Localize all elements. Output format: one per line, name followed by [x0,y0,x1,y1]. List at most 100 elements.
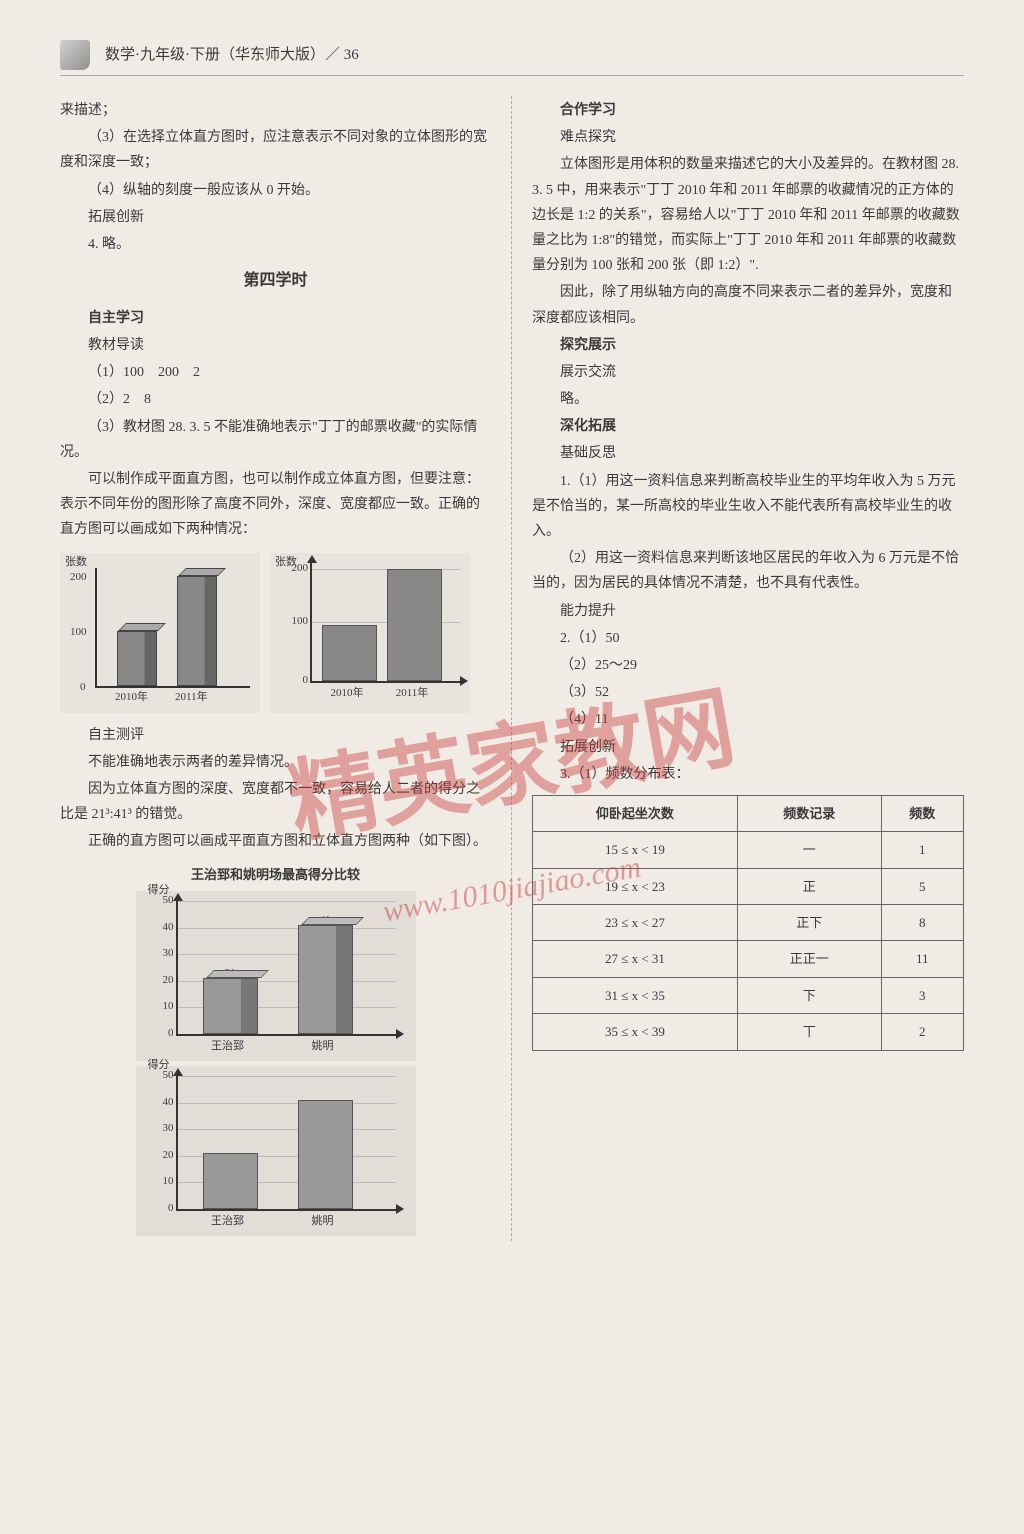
text-l-p9: 正确的直方图可以画成平面直方图和立体直方图两种（如下图）。 [60,829,491,854]
text-r-p3: 略。 [532,387,964,412]
cell: 31 ≤ x < 35 [533,977,738,1013]
zizhu-heading: 自主学习 [60,306,491,331]
tanjiu-heading: 探究展示 [532,333,964,358]
cell: 19 ≤ x < 23 [533,868,738,904]
cell: 正 [737,868,881,904]
x2wzz: 王治郅 [211,1209,244,1232]
chart-3d-stamps: 张数 200 100 0 2010年 2011年 [60,553,260,713]
chart3d-axes [95,568,250,688]
sg50 [178,901,396,902]
text-r-a6: （4）11 [532,707,964,732]
s30: 30 [163,944,178,964]
tuozhan-heading: 拓展创新 [532,735,964,760]
tg50 [178,1076,396,1077]
xym: 姚明 [312,1034,334,1057]
text-r-a3: 2.（1）50 [532,626,964,651]
header-title: 数学·九年级·下册（华东师大版）／ 36 [105,42,359,69]
page-curl-icon [60,40,90,70]
x2011: 2011年 [175,688,208,708]
cell: 5 [881,868,963,904]
s0: 0 [168,1024,178,1044]
s20: 20 [163,971,178,991]
bar-ym-top [301,917,364,925]
cell: 1 [881,832,963,868]
cell: 27 ≤ x < 31 [533,941,738,977]
text-l3: （3）教材图 28. 3. 5 不能准确地表示"丁丁的邮票收藏"的实际情况。 [60,415,491,465]
text-l-p8: 因为立体直方图的深度、宽度都不一致，容易给人二者的得分之比是 21³:41³ 的… [60,777,491,827]
t20: 20 [163,1146,178,1166]
cell: 23 ≤ x < 27 [533,905,738,941]
y100: 100 [70,623,87,643]
s40: 40 [163,918,178,938]
text-r-a7: 3.（1）频数分布表： [532,762,964,787]
cell: 3 [881,977,963,1013]
x2011b: 2011年 [396,681,429,704]
y100b: 100 [292,612,313,632]
th-situps: 仰卧起坐次数 [533,795,738,831]
table-row: 27 ≤ x < 31 正正一 11 [533,941,964,977]
cell: 8 [881,905,963,941]
t0: 0 [168,1199,178,1219]
cell: 11 [881,941,963,977]
text-l-p2: （3）在选择立体直方图时，应注意表示不同对象的立体图形的宽度和深度一致； [60,125,491,175]
text-r-a5: （3）52 [532,680,964,705]
y0: 0 [80,678,86,698]
bar-2010 [117,631,157,686]
text-l1: （1）100 200 2 [60,360,491,385]
table-row: 35 ≤ x < 39 丅 2 [533,1014,964,1050]
bar2d-2011 [387,569,442,681]
section4-title: 第四学时 [60,267,491,296]
y0b: 0 [303,671,313,691]
bar-2011-top [178,568,226,576]
table-row: 15 ≤ x < 19 一 1 [533,832,964,868]
table-row: 23 ≤ x < 27 正下 8 [533,905,964,941]
text-l-p4: 拓展创新 [60,205,491,230]
jiaocai-heading: 教材导读 [60,333,491,358]
xwzz: 王治郅 [211,1034,244,1057]
s10: 10 [163,997,178,1017]
y200: 200 [70,568,87,588]
table-row: 19 ≤ x < 23 正 5 [533,868,964,904]
chart2d-axes: 0 100 200 2010年 2011年 [310,563,460,683]
cell: 2 [881,1014,963,1050]
text-r-a2: （2）用这一资料信息来判断该地区居民的年收入为 6 万元是不恰当的，因为居民的具… [532,546,964,596]
hezuo-heading: 合作学习 [532,98,964,123]
tg30 [178,1129,396,1130]
right-column: 合作学习 难点探究 立体图形是用体积的数量来描述它的大小及差异的。在教材图 28… [512,96,964,1241]
t40: 40 [163,1093,178,1113]
text-l-p5: 4. 略。 [60,232,491,257]
chart-score-title: 王治郅和姚明场最高得分比较 [60,863,491,886]
score-ylabel: 得分 [148,881,170,901]
bar-2010-top [118,623,166,631]
cell: 正下 [737,905,881,941]
cell: 正正一 [737,941,881,977]
x2010b: 2010年 [331,681,364,704]
left-column: 来描述； （3）在选择立体直方图时，应注意表示不同对象的立体图形的宽度和深度一致… [60,96,512,1241]
bar-2011 [177,576,217,686]
nengli-heading: 能力提升 [532,599,964,624]
th-tally: 频数记录 [737,795,881,831]
text-r-p1: 立体图形是用体积的数量来描述它的大小及差异的。在教材图 28. 3. 5 中，用… [532,152,964,278]
t10: 10 [163,1172,178,1192]
page-header: 数学·九年级·下册（华东师大版）／ 36 [60,40,964,76]
bar-wzz-top [206,970,269,978]
th-freq: 频数 [881,795,963,831]
text-l-p1: 来描述； [60,98,491,123]
nandian-heading: 难点探究 [532,125,964,150]
cell: 15 ≤ x < 19 [533,832,738,868]
x2010: 2010年 [115,688,148,708]
sg30 [178,954,396,955]
text-l2: （2）2 8 [60,387,491,412]
table-row: 31 ≤ x < 35 下 3 [533,977,964,1013]
score2d-axes: 0 10 20 30 40 50 得分 王治郅 姚明 [176,1076,396,1211]
score2-ylabel: 得分 [148,1056,170,1076]
sg40 [178,928,396,929]
bar2d-2010 [322,625,377,680]
text-r-p2: 因此，除了用纵轴方向的高度不同来表示二者的差异外，宽度和深度都应该相同。 [532,280,964,330]
score3d-axes: 0 10 20 30 40 50 得分 21 41 [176,901,396,1036]
zizhu-ceping-heading: 自主测评 [60,723,491,748]
shenhua-heading: 深化拓展 [532,414,964,439]
bar-wzz: 21 [203,978,258,1034]
text-r-a1: 1.（1）用这一资料信息来判断高校毕业生的平均年收入为 5 万元是不恰当的，某一… [532,469,964,545]
cell: 丅 [737,1014,881,1050]
